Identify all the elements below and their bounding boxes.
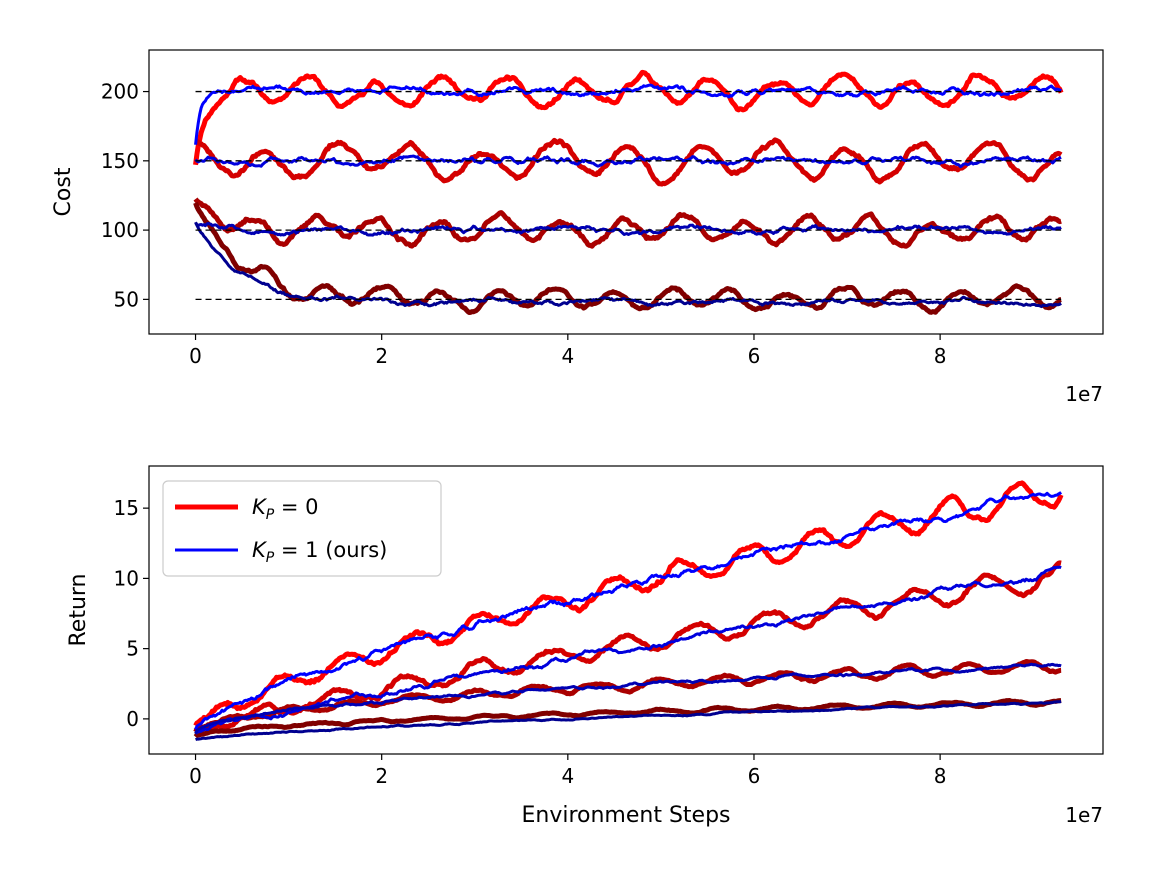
legend-label-kp1: KP = 1 (ours) [252, 538, 387, 566]
y-tick-label: 15 [114, 496, 139, 520]
return-series-line-5 [194, 565, 1062, 735]
y-tick-label: 50 [114, 287, 139, 311]
x-tick-label: 4 [561, 764, 574, 788]
cost-x-multiplier: 1e7 [1065, 382, 1103, 406]
cost-plot-frame [148, 49, 1104, 335]
cost-ticks: 0 2 4 6 8 50 100 150 200 [101, 80, 947, 368]
legend-label-kp0-sub: P [266, 507, 275, 523]
return-series-line-1 [193, 560, 1063, 733]
return-series-group [193, 480, 1064, 742]
cost-reference-lines [195, 90, 1062, 301]
cost-series-line-1 [194, 137, 1063, 187]
return-plot-frame [148, 465, 1104, 755]
x-tick-label: 2 [375, 764, 388, 788]
cost-y-axis-label: Cost [51, 167, 76, 216]
legend-label-kp1-main: K [252, 538, 268, 562]
cost-series-line-5 [194, 154, 1062, 169]
x-tick-label: 4 [561, 344, 574, 368]
legend-label-kp0-rest: = 0 [274, 495, 318, 519]
legend-label-kp1-sub: P [266, 550, 275, 566]
x-tick-label: 6 [748, 764, 761, 788]
y-tick-label: 150 [101, 149, 139, 173]
x-tick-label: 0 [189, 344, 202, 368]
x-tick-label: 2 [375, 344, 388, 368]
x-tick-label: 6 [748, 344, 761, 368]
legend: KP = 0 KP = 1 (ours) [162, 480, 442, 577]
return-series-line-2 [193, 659, 1063, 734]
cost-series-line-0 [193, 69, 1064, 166]
x-tick-label: 0 [189, 764, 202, 788]
return-y-axis-label: Return [66, 573, 91, 646]
return-series-line-4 [194, 491, 1063, 731]
return-x-multiplier: 1e7 [1065, 803, 1103, 827]
cost-series-group [193, 69, 1064, 315]
y-tick-label: 10 [114, 566, 139, 590]
return-ticks: 0 2 4 6 8 0 5 10 15 [114, 496, 947, 788]
y-tick-label: 0 [126, 707, 139, 731]
x-tick-label: 8 [934, 344, 947, 368]
cost-series-line-2 [193, 197, 1063, 249]
return-series-line-0 [193, 480, 1064, 727]
legend-label-kp0-main: K [252, 495, 268, 519]
legend-label-kp0: KP = 0 [252, 495, 319, 523]
legend-label-kp1-rest: = 1 (ours) [274, 538, 387, 562]
cost-chart: 0 2 4 6 8 50 100 150 200 Cost 1e7 [51, 49, 1104, 406]
y-tick-label: 100 [101, 218, 139, 242]
return-series-line-7 [195, 700, 1062, 742]
return-chart: 0 2 4 6 8 0 5 10 15 Return Environment Steps 1e7… [66, 465, 1104, 828]
x-tick-label: 8 [934, 764, 947, 788]
cost-series-line-6 [194, 221, 1062, 237]
y-tick-label: 200 [101, 80, 139, 104]
return-x-axis-label: Environment Steps [521, 803, 730, 828]
return-series-line-6 [194, 662, 1062, 735]
y-tick-label: 5 [126, 637, 139, 661]
